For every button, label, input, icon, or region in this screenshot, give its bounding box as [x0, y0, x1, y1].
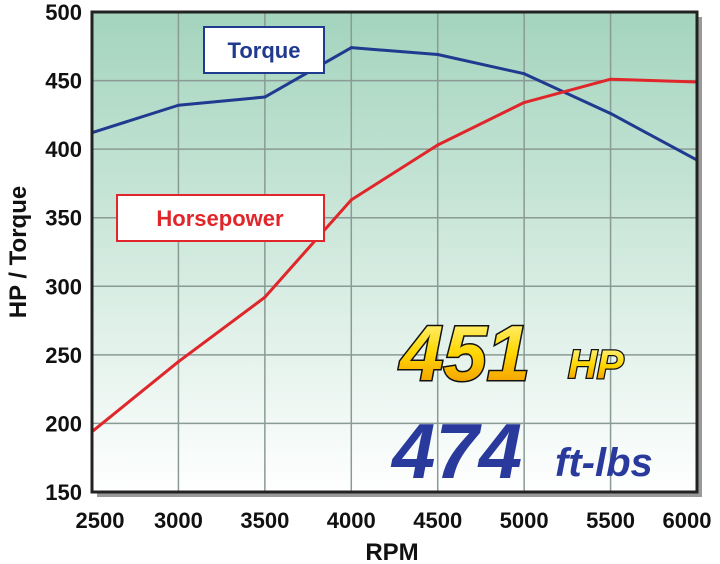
- x-tick-label: 3000: [154, 508, 203, 533]
- y-tick-label: 200: [45, 411, 82, 436]
- hp-value: 451: [398, 309, 530, 397]
- data-point-horsepower: [436, 143, 440, 147]
- plot-area: [92, 12, 697, 492]
- data-point-horsepower: [609, 77, 613, 81]
- legend-torque: Torque: [203, 26, 325, 74]
- x-axis-label: RPM: [365, 539, 418, 564]
- data-point-horsepower: [263, 295, 267, 299]
- legend-horsepower-label: Horsepower: [156, 206, 284, 231]
- data-point-torque: [436, 53, 440, 57]
- data-point-torque: [349, 46, 353, 50]
- y-tick-label: 300: [45, 274, 82, 299]
- legend-horsepower: Horsepower: [116, 194, 325, 242]
- series-line-torque: [91, 46, 698, 162]
- y-tick-label: 500: [45, 0, 82, 25]
- hp-annotation: 451 HP: [397, 308, 626, 399]
- data-point-horsepower: [349, 198, 353, 202]
- x-tick-label: 6000: [663, 508, 712, 533]
- y-tick-label: 250: [45, 343, 82, 368]
- data-point-horsepower: [522, 101, 526, 105]
- series-line-horsepower: [91, 77, 698, 433]
- y-tick-label: 400: [45, 137, 82, 162]
- y-tick-label: 150: [45, 480, 82, 505]
- y-tick-label: 450: [45, 69, 82, 94]
- legend-torque-label: Torque: [228, 38, 301, 63]
- torque-annotation: 474 ft-lbs: [390, 407, 653, 495]
- data-point-torque: [609, 111, 613, 115]
- torque-value: 474: [390, 407, 522, 495]
- torque-unit: ft-lbs: [555, 441, 653, 485]
- data-point-torque: [176, 103, 180, 107]
- x-tick-label: 5500: [586, 508, 635, 533]
- hp-unit: HP: [568, 343, 624, 387]
- x-tick-label: 5000: [500, 508, 549, 533]
- x-tick-label: 4000: [327, 508, 376, 533]
- plot-border: [90, 10, 699, 494]
- y-tick-label: 350: [45, 206, 82, 231]
- data-point-horsepower: [176, 360, 180, 364]
- x-tick-label: 3500: [240, 508, 289, 533]
- data-point-torque: [263, 95, 267, 99]
- data-point-torque: [522, 72, 526, 76]
- x-tick-label: 2500: [76, 508, 125, 533]
- x-tick-label: 4500: [413, 508, 462, 533]
- y-axis-label: HP / Torque: [5, 186, 32, 318]
